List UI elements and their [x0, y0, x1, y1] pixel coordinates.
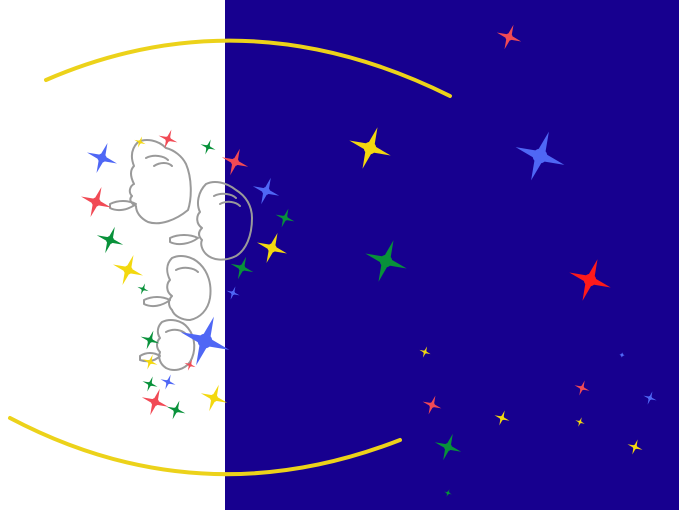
face-brow — [175, 266, 199, 273]
star-core — [188, 363, 192, 367]
face-lips — [109, 200, 137, 212]
face-brow — [213, 192, 237, 199]
star-core — [444, 443, 452, 451]
star-core — [620, 353, 624, 357]
star-core — [363, 141, 377, 155]
star-core — [379, 254, 393, 268]
face-lips — [169, 234, 199, 246]
left-panel — [0, 0, 225, 510]
star-core — [147, 381, 153, 387]
star-core — [205, 144, 211, 150]
star-core — [648, 396, 652, 400]
star-core — [106, 236, 114, 244]
star-core — [262, 187, 270, 195]
star-core — [632, 444, 638, 450]
star-core — [197, 333, 213, 349]
face-brow — [153, 162, 173, 167]
star-core — [141, 287, 145, 291]
stars-layer — [81, 24, 657, 497]
star-core — [231, 158, 239, 166]
face-outline — [196, 181, 253, 261]
star-core — [423, 350, 427, 354]
star-core — [173, 407, 179, 413]
star-core — [499, 415, 505, 421]
right-panel — [225, 0, 679, 510]
star-core — [147, 337, 153, 343]
star-core — [429, 402, 435, 408]
bottom-arc — [8, 416, 402, 477]
face-outline — [156, 319, 196, 371]
star-core — [579, 385, 585, 391]
star-core — [123, 265, 133, 275]
face-outline — [166, 255, 212, 321]
star-core — [583, 273, 597, 287]
face-brow — [219, 200, 241, 207]
star-core — [165, 136, 171, 142]
star-core — [147, 359, 153, 365]
star-core — [505, 33, 513, 41]
star-core — [151, 398, 159, 406]
star-core — [97, 153, 107, 163]
star-core — [138, 140, 142, 144]
star-core — [238, 264, 246, 272]
face-outline — [128, 139, 192, 225]
star-core — [446, 491, 450, 495]
star-core — [267, 243, 277, 253]
face-brow — [145, 154, 169, 161]
face-lips — [139, 352, 161, 363]
star-core — [282, 215, 288, 221]
star-core — [231, 291, 235, 295]
face-lips — [143, 296, 171, 308]
star-core — [532, 148, 548, 164]
top-arc — [44, 38, 452, 98]
faces-drawing — [109, 139, 253, 371]
star-core — [578, 420, 582, 424]
star-core — [91, 197, 101, 207]
star-core — [165, 379, 171, 385]
star-core — [210, 394, 218, 402]
